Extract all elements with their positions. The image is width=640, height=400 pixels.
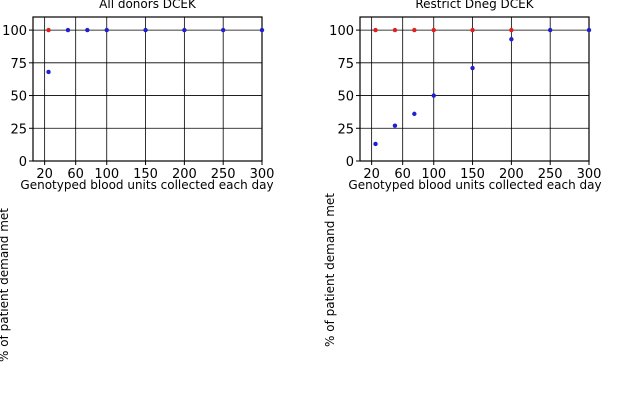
data-point (509, 37, 514, 42)
x-axis-label: Genotyped blood units collected each day (20, 178, 273, 192)
y-tick-label: 0 (19, 155, 27, 170)
x-tick-label: 200 (499, 167, 524, 182)
x-tick-label: 200 (172, 167, 197, 182)
y-tick-label: 0 (346, 155, 354, 170)
data-point (182, 27, 187, 33)
x-tick-label: 250 (211, 167, 236, 182)
plot-frame (359, 16, 590, 162)
data-point (470, 27, 475, 33)
data-point (412, 111, 417, 117)
data-point (547, 27, 553, 33)
chart-all-donors: All donors DCEK 20 60 100 150 200 250 300 0 25 50 7… (0, 0, 274, 362)
y-tick-label: 25 (10, 122, 27, 137)
chart-title: Restrict Dneg DCEK (415, 0, 534, 11)
data-point (65, 27, 71, 33)
chart-restrict-dneg: Restrict Dneg DCEK 20 60 100 150 200 250 300 0 25… (323, 0, 602, 347)
data-point (373, 141, 378, 147)
data-point (392, 123, 398, 128)
x-tick-label: 60 (394, 167, 411, 182)
x-tick-label: 20 (363, 167, 380, 182)
chart-title: All donors DCEK (99, 0, 197, 11)
x-axis-label: Genotyped blood units collected each day (348, 178, 601, 192)
data-point (143, 27, 148, 33)
data-point (46, 69, 51, 75)
y-tick-label: 100 (329, 24, 354, 39)
y-tick-label: 75 (10, 57, 27, 72)
data-point (509, 27, 514, 33)
data-point (104, 27, 109, 33)
data-point (431, 93, 436, 98)
y-tick-label: 50 (337, 90, 354, 105)
data-point (431, 27, 436, 33)
y-axis-label: % of patient demand met (323, 193, 337, 347)
data-point (85, 27, 90, 33)
y-tick-label: 50 (10, 90, 27, 105)
x-tick-label: 150 (460, 167, 485, 182)
data-point (586, 27, 592, 33)
x-tick-label: 300 (577, 167, 602, 182)
data-point (412, 27, 417, 33)
x-tick-label: 150 (133, 167, 158, 182)
y-axis-label: % of patient demand met (0, 208, 11, 362)
y-tick-label: 100 (2, 24, 27, 39)
plot-frame (32, 16, 263, 162)
y-tick-label: 25 (337, 122, 354, 137)
data-point (46, 27, 51, 33)
x-tick-label: 300 (250, 167, 275, 182)
y-tick-label: 75 (337, 57, 354, 72)
data-point (220, 27, 226, 33)
data-point (470, 65, 475, 71)
x-tick-label: 100 (421, 167, 446, 182)
x-tick-label: 20 (36, 167, 53, 182)
x-tick-label: 250 (538, 167, 563, 182)
data-point (392, 27, 398, 33)
x-tick-label: 100 (94, 167, 119, 182)
data-point (373, 27, 378, 33)
data-point (259, 27, 265, 33)
x-tick-label: 60 (67, 167, 84, 182)
